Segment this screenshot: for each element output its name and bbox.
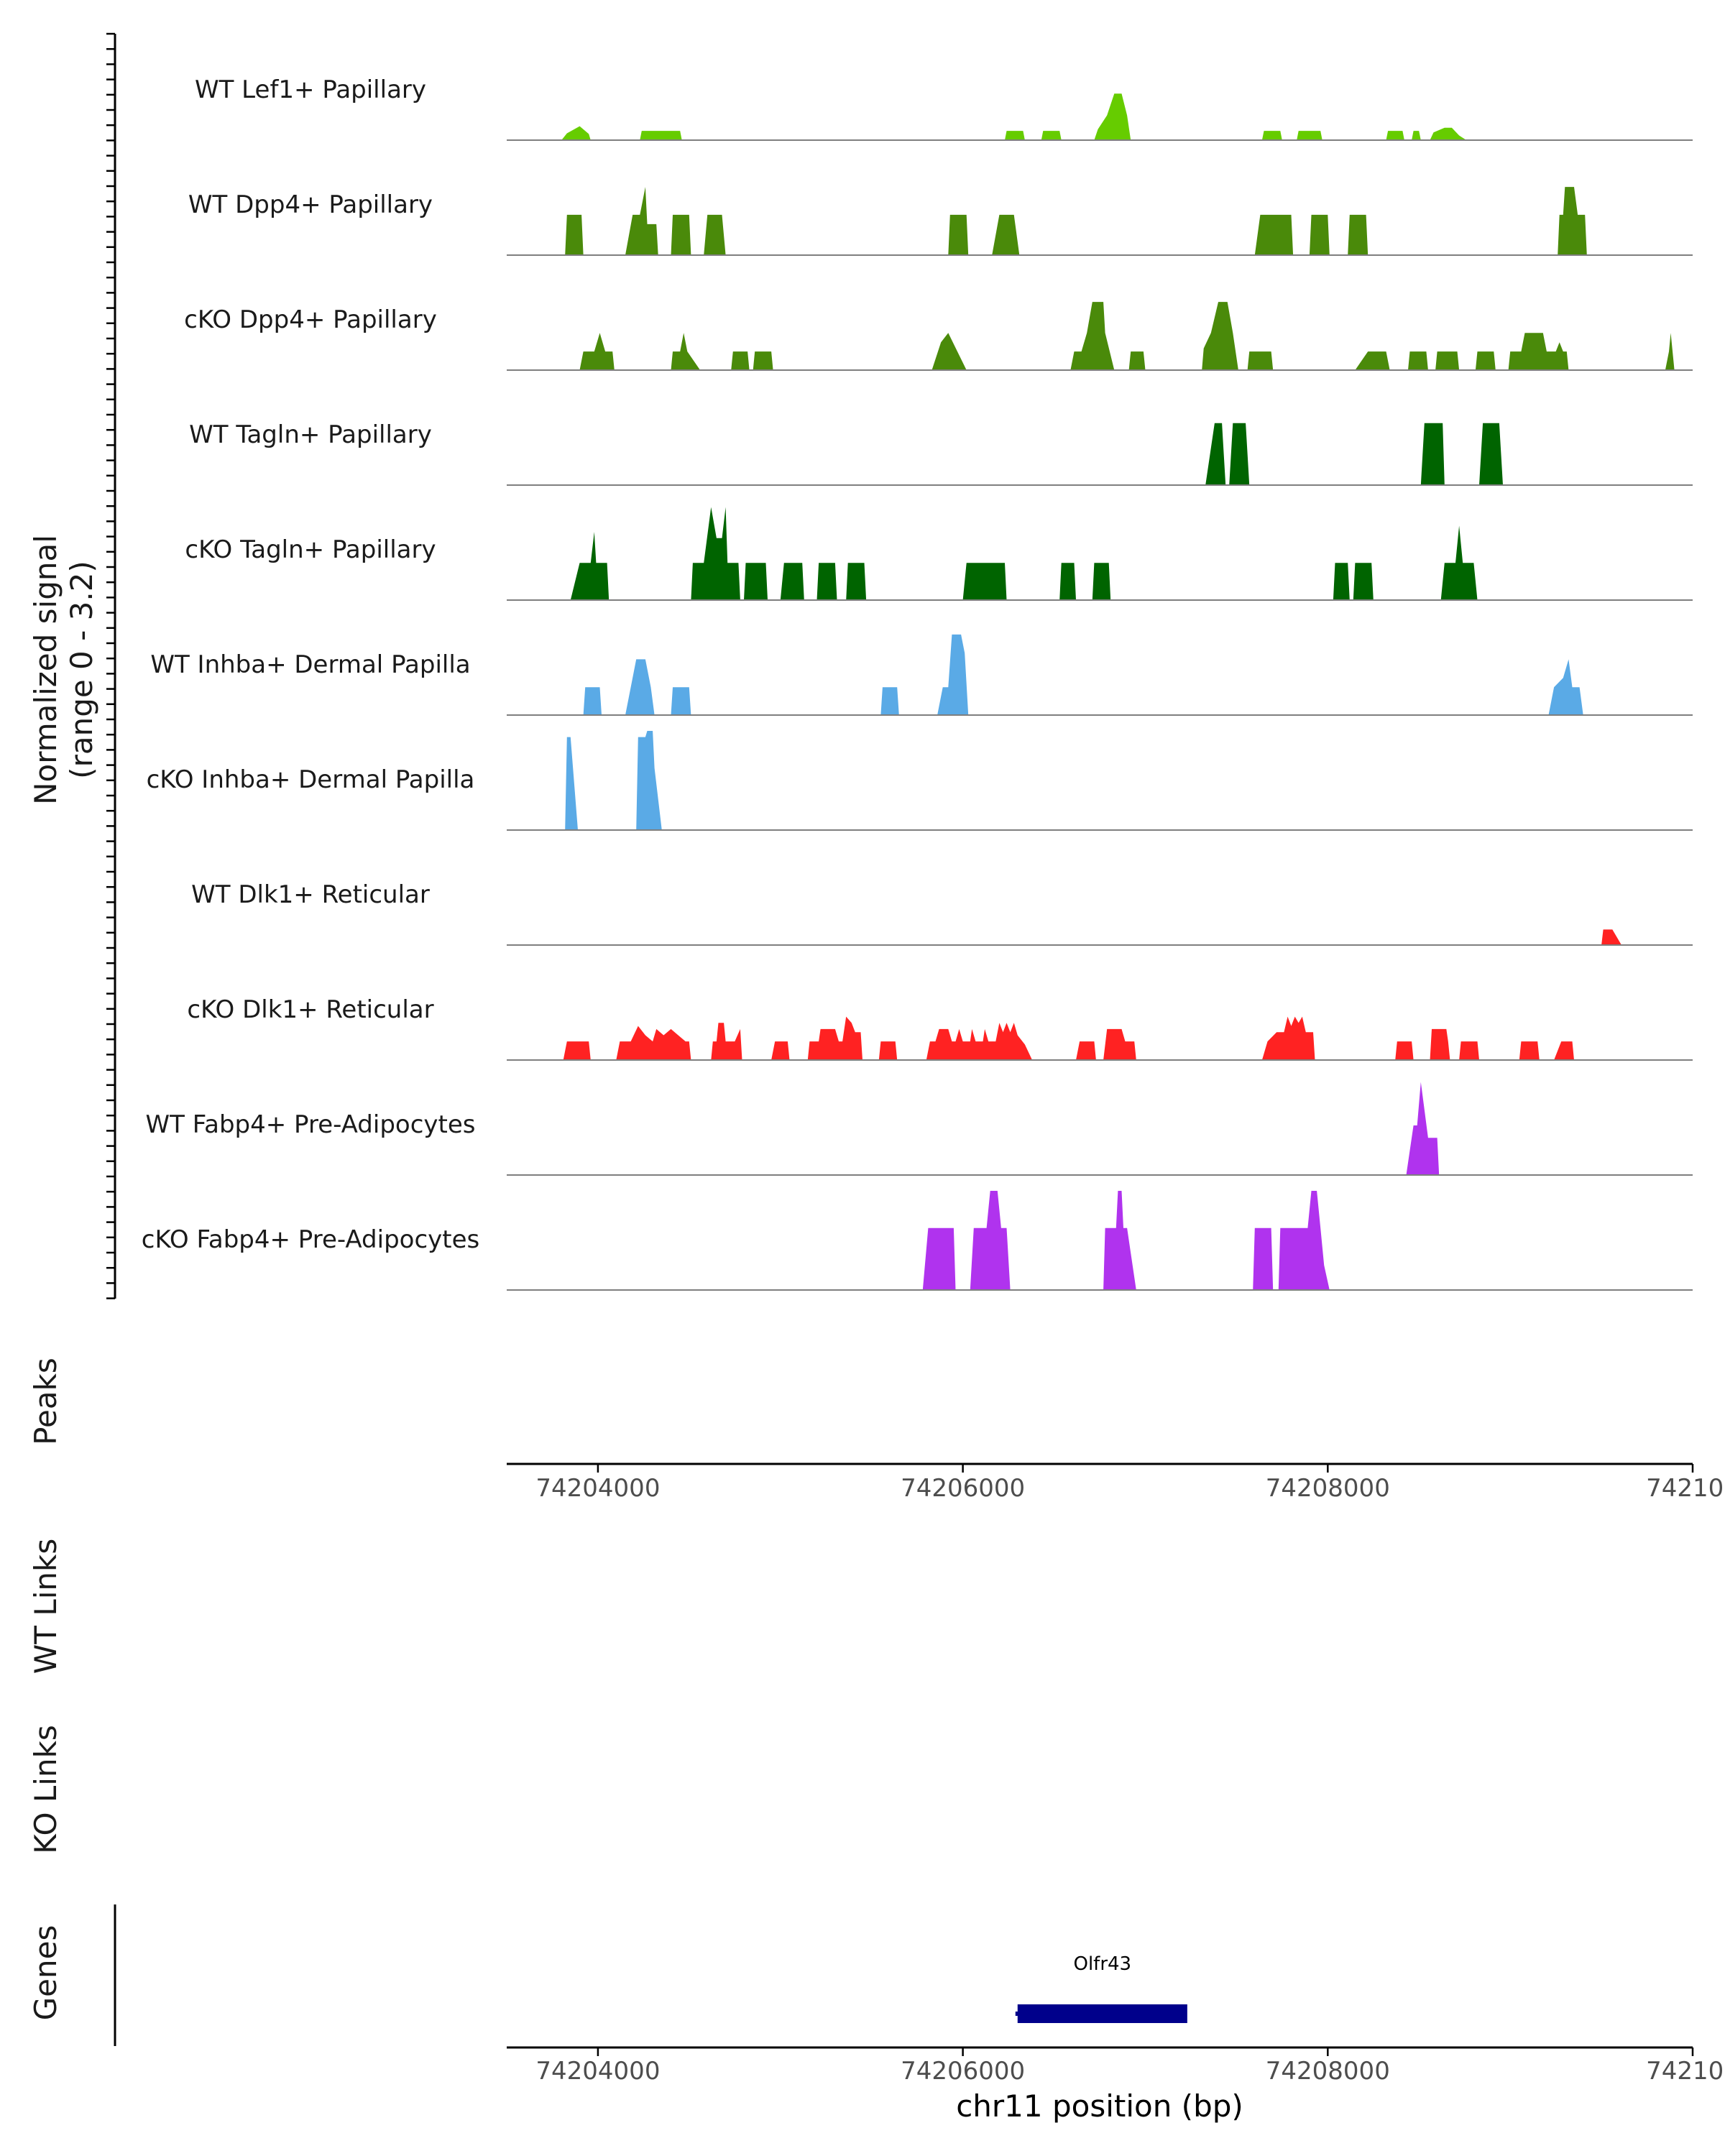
x-axis-title: chr11 position (bp) (956, 2088, 1243, 2124)
track-wt-lef1-papillary: WT Lef1+ Papillary (195, 75, 1693, 141)
track-label: WT Dlk1+ Reticular (191, 880, 430, 909)
track-cko-fabp4-pre-adipocytes: cKO Fabp4+ Pre-Adipocytes (142, 1191, 1693, 1291)
track-label: cKO Dlk1+ Reticular (187, 995, 433, 1024)
track-cko-inhba-dermal-papilla: cKO Inhba+ Dermal Papilla (147, 731, 1693, 831)
gene-body (1017, 2004, 1187, 2023)
track-label: WT Tagln+ Papillary (189, 420, 432, 449)
peaks-x-axis: 74204000 74206000 74208000 742100 (507, 1462, 1725, 1503)
x-tick-label: 742100 (1646, 1474, 1725, 1503)
x-tick-label: 74204000 (535, 2057, 660, 2086)
x-tick-label: 74208000 (1266, 1474, 1390, 1503)
peaks-panel-label: Peaks (28, 1358, 63, 1445)
coverage-area (561, 93, 1467, 140)
coverage-area (583, 634, 1583, 715)
track-wt-tagln-papillary: WT Tagln+ Papillary (189, 420, 1693, 486)
track-label: cKO Tagln+ Papillary (185, 535, 436, 564)
track-label: cKO Inhba+ Dermal Papilla (147, 765, 475, 794)
track-label: WT Fabp4+ Pre-Adipocytes (146, 1110, 476, 1139)
track-label: WT Inhba+ Dermal Papilla (150, 650, 470, 679)
track-label: cKO Fabp4+ Pre-Adipocytes (142, 1225, 480, 1254)
coverage-area (565, 731, 662, 830)
coverage-area (1406, 1082, 1440, 1175)
coverage-area (570, 507, 1478, 600)
track-label: WT Dpp4+ Papillary (188, 190, 433, 219)
signal-y-axis-ticks (106, 32, 115, 1299)
y-axis-title-line1: Normalized signal (28, 535, 63, 805)
coverage-area (579, 302, 1675, 370)
track-label: WT Lef1+ Papillary (195, 75, 426, 104)
x-tick-label: 74206000 (901, 1474, 1025, 1503)
x-tick-label: 74206000 (901, 2057, 1025, 2086)
track-wt-dpp4-papillary: WT Dpp4+ Papillary (188, 187, 1693, 256)
gene-label: Olfr43 (1073, 1953, 1131, 1975)
coverage-area (922, 1191, 1330, 1290)
track-label: cKO Dpp4+ Papillary (184, 305, 437, 334)
track-wt-inhba-dermal-papilla: WT Inhba+ Dermal Papilla (150, 634, 1693, 716)
track-cko-tagln-papillary: cKO Tagln+ Papillary (185, 507, 1693, 601)
bottom-x-axis: 74204000 74206000 74208000 742100 (507, 2046, 1725, 2086)
track-wt-dlk1-reticular: WT Dlk1+ Reticular (191, 880, 1693, 946)
track-cko-dpp4-papillary: cKO Dpp4+ Papillary (184, 302, 1693, 371)
ko-links-panel-label: KO Links (28, 1725, 63, 1854)
gene-annotations: Olfr43 (1015, 1953, 1187, 2023)
track-wt-fabp4-pre-adipocytes: WT Fabp4+ Pre-Adipocytes (146, 1082, 1693, 1176)
gene-olfr43: Olfr43 (1015, 1953, 1187, 2023)
gene-strand-marker (1015, 2012, 1020, 2016)
coverage-area (1601, 929, 1622, 945)
x-tick-label: 742100 (1646, 2057, 1725, 2086)
genes-panel-label: Genes (28, 1925, 63, 2021)
coverage-area (563, 1016, 1575, 1060)
x-tick-label: 74208000 (1266, 2057, 1390, 2086)
coverage-area (1205, 423, 1503, 485)
track-cko-dlk1-reticular: cKO Dlk1+ Reticular (187, 995, 1693, 1061)
x-tick-label: 74204000 (535, 1474, 660, 1503)
coverage-tracks: WT Lef1+ Papillary WT Dpp4+ Papillary cKO … (142, 75, 1693, 1291)
y-axis-title-line2: (range 0 - 3.2) (64, 561, 99, 779)
wt-links-panel-label: WT Links (28, 1539, 63, 1674)
